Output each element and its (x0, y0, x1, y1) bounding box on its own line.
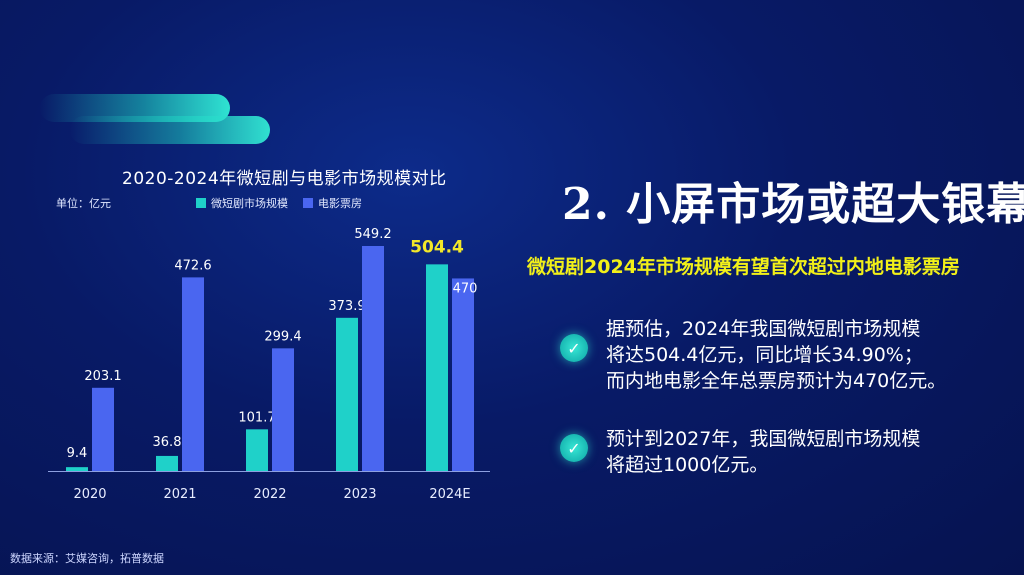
data-label-short-drama-2022: 101.7 (238, 410, 275, 425)
bar-short-drama-2021 (156, 455, 178, 471)
bar-short-drama-2020 (66, 467, 88, 471)
x-tick-label-2020: 2020 (73, 487, 106, 502)
bullet-line: 预计到2027年，我国微短剧市场规模 (606, 428, 921, 450)
bullet-text: 预计到2027年，我国微短剧市场规模 将超过1000亿元。 (606, 426, 920, 478)
legend-label-box-office: 电影票房 (318, 197, 362, 210)
unit-label: 单位：亿元 (56, 197, 111, 210)
headline: 2. 小屏市场或超大银幕 (562, 179, 1024, 230)
data-label-box-office-2024E: 470 (453, 281, 478, 296)
bar-chart: 9.4 203.1 2020 36.8 472.6 2021 101.7 299.4 2022 3… (48, 227, 490, 502)
bar-short-drama-2024E (426, 264, 448, 471)
chart-title: 2020-2024年微短剧与电影市场规模对比 (122, 169, 447, 189)
bar-box-office-2024E (452, 278, 474, 471)
data-label-box-office-2022: 299.4 (264, 329, 301, 344)
decorative-bar-bottom (70, 116, 270, 144)
x-tick-label-2023: 2023 (343, 487, 376, 502)
x-tick-label-2021: 2021 (163, 487, 196, 502)
data-label-box-office-2021: 472.6 (174, 258, 211, 273)
bar-box-office-2022 (272, 348, 294, 471)
bullet-line: 据预估，2024年我国微短剧市场规模 (606, 318, 921, 340)
bar-short-drama-2022 (246, 429, 268, 471)
check-circle-icon: ✓ (560, 434, 588, 462)
subheadline: 微短剧2024年市场规模有望首次超过内地电影票房 (527, 256, 960, 278)
legend-label-short-drama: 微短剧市场规模 (211, 197, 288, 210)
data-label-short-drama-2023: 373.9 (328, 299, 365, 314)
data-label-box-office-2020: 203.1 (84, 369, 121, 384)
bar-box-office-2021 (182, 277, 204, 471)
data-label-box-office-2023: 549.2 (354, 227, 391, 242)
legend-swatch-short-drama (196, 198, 206, 208)
bullet-item-forecast-2027: ✓ 预计到2027年，我国微短剧市场规模 将超过1000亿元。 (560, 426, 920, 478)
legend-item-short-drama: 微短剧市场规模 (196, 195, 288, 211)
x-tick-label-2022: 2022 (253, 487, 286, 502)
data-label-short-drama-2024E: 504.4 (410, 237, 464, 257)
bullet-text: 据预估，2024年我国微短剧市场规模 将达504.4亿元，同比增长34.90%；… (606, 316, 946, 394)
bullet-line: 将超过1000亿元。 (606, 454, 769, 476)
bar-short-drama-2023 (336, 317, 358, 471)
bullet-line: 将达504.4亿元，同比增长34.90%； (606, 344, 923, 366)
check-circle-icon: ✓ (560, 334, 588, 362)
bar-box-office-2023 (362, 246, 384, 471)
data-label-short-drama-2020: 9.4 (67, 446, 88, 461)
legend-item-box-office: 电影票房 (303, 195, 362, 211)
bullet-line: 而内地电影全年总票房预计为470亿元。 (606, 370, 947, 392)
legend-swatch-box-office (303, 198, 313, 208)
data-label-short-drama-2021: 36.8 (153, 435, 182, 450)
data-source: 数据来源：艾媒咨询，拓普数据 (10, 552, 164, 565)
bar-box-office-2020 (92, 387, 114, 471)
bullet-item-forecast-2024: ✓ 据预估，2024年我国微短剧市场规模 将达504.4亿元，同比增长34.90… (560, 316, 946, 394)
x-tick-label-2024E: 2024E (429, 487, 470, 502)
